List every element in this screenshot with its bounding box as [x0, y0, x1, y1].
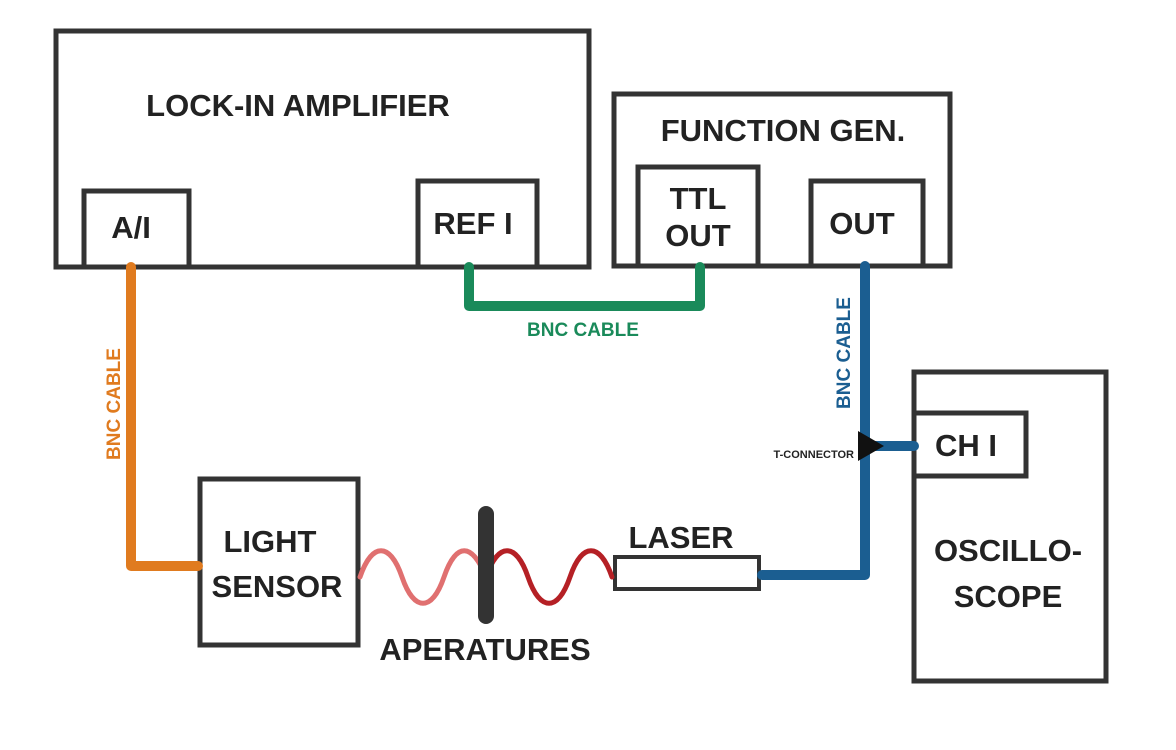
apertures-label: APERATURES — [379, 632, 590, 667]
lock-in-input-port — [81, 188, 192, 270]
green-bnc-cable-label: BNC CABLE — [527, 320, 639, 341]
laser-label: LASER — [628, 520, 733, 555]
orange-bnc-cable-label: BNC CABLE — [104, 348, 125, 460]
light-sensor-box — [197, 476, 361, 648]
ttl-out-port-label-line1: TTL — [670, 181, 727, 216]
function-generator-title: FUNCTION GEN. — [661, 113, 906, 148]
function-generator-out-port — [808, 178, 926, 269]
lock-in-amplifier-title: LOCK-IN AMPLIFIER — [146, 88, 450, 123]
function-generator: FUNCTION GEN. TTL OUT OUT — [611, 91, 953, 269]
blue-bnc-cable — [757, 261, 870, 580]
lock-in-ref-port — [415, 178, 540, 270]
green-bnc-cable — [464, 262, 705, 311]
light-beam-near-laser — [483, 548, 615, 606]
oscilloscope-title-line2: SCOPE — [954, 579, 1063, 614]
t-connector-label: T-CONNECTOR — [774, 449, 855, 461]
ch1-port-label: CH I — [935, 428, 997, 463]
light-sensor-title-line2: SENSOR — [212, 569, 343, 604]
blue-bnc-cable-label: BNC CABLE — [834, 297, 855, 409]
lock-in-input-port-label: A/I — [111, 210, 151, 245]
light-sensor-title-line1: LIGHT — [224, 524, 317, 559]
ttl-out-port-label-line2: OUT — [665, 218, 731, 253]
function-generator-out-port-label: OUT — [829, 206, 895, 241]
laser: LASER — [613, 520, 761, 591]
light-beam-near-sensor — [357, 548, 489, 606]
oscilloscope: CH I OSCILLO- SCOPE — [911, 369, 1109, 684]
light-sensor: LIGHT SENSOR — [197, 476, 361, 648]
lock-in-amplifier: LOCK-IN AMPLIFIER A/I REF I — [53, 28, 592, 270]
oscilloscope-title-line1: OSCILLO- — [934, 533, 1082, 568]
t-connector-icon — [858, 431, 884, 461]
orange-bnc-cable — [126, 262, 203, 571]
lock-in-ref-port-label: REF I — [433, 206, 512, 241]
laser-body — [613, 555, 761, 591]
